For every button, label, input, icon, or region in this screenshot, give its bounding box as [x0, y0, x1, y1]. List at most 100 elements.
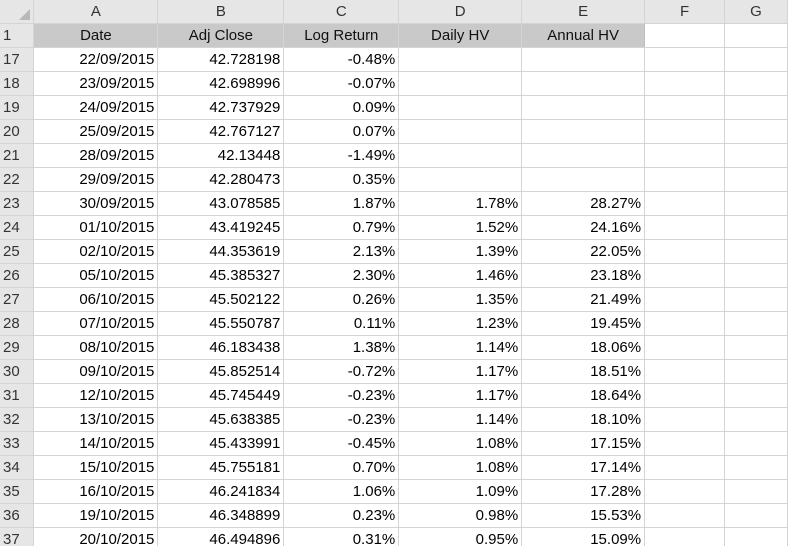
cell-date[interactable]: 13/10/2015: [33, 407, 159, 432]
cell-adj-close[interactable]: 42.737929: [157, 95, 285, 120]
cell-daily-hv[interactable]: 1.35%: [398, 287, 523, 312]
cell-f[interactable]: [644, 263, 725, 288]
cell-log-return[interactable]: 1.87%: [283, 191, 400, 216]
cell-g[interactable]: [724, 527, 788, 546]
cell-adj-close[interactable]: 43.078585: [157, 191, 285, 216]
cell-f[interactable]: [644, 239, 725, 264]
cell-f1[interactable]: [644, 23, 725, 48]
cell-g[interactable]: [724, 47, 788, 72]
cell-adj-close[interactable]: 45.745449: [157, 383, 285, 408]
cell-log-return[interactable]: -0.07%: [283, 71, 400, 96]
cell-date[interactable]: 24/09/2015: [33, 95, 159, 120]
cell-annual-hv[interactable]: 28.27%: [521, 191, 646, 216]
cell-date[interactable]: 05/10/2015: [33, 263, 159, 288]
cell-adj-close[interactable]: 46.241834: [157, 479, 285, 504]
cell-log-return[interactable]: 0.07%: [283, 119, 400, 144]
column-header-a[interactable]: A: [33, 0, 159, 24]
cell-adj-close[interactable]: 45.433991: [157, 431, 285, 456]
cell-date[interactable]: 08/10/2015: [33, 335, 159, 360]
row-header[interactable]: 18: [0, 71, 35, 96]
cell-annual-hv[interactable]: 22.05%: [521, 239, 646, 264]
row-header[interactable]: 24: [0, 215, 35, 240]
cell-annual-hv[interactable]: 24.16%: [521, 215, 646, 240]
cell-adj-close[interactable]: 45.638385: [157, 407, 285, 432]
cell-date[interactable]: 01/10/2015: [33, 215, 159, 240]
cell-date[interactable]: 16/10/2015: [33, 479, 159, 504]
cell-g[interactable]: [724, 71, 788, 96]
cell-log-return[interactable]: 2.30%: [283, 263, 400, 288]
cell-f[interactable]: [644, 311, 725, 336]
cell-annual-hv[interactable]: 21.49%: [521, 287, 646, 312]
cell-f[interactable]: [644, 95, 725, 120]
cell-f[interactable]: [644, 215, 725, 240]
column-header-b[interactable]: B: [157, 0, 285, 24]
cell-date[interactable]: 15/10/2015: [33, 455, 159, 480]
cell-annual-hv[interactable]: [521, 119, 646, 144]
cell-log-return[interactable]: 0.35%: [283, 167, 400, 192]
cell-daily-hv[interactable]: 1.46%: [398, 263, 523, 288]
column-header-e[interactable]: E: [521, 0, 646, 24]
cell-log-return[interactable]: -1.49%: [283, 143, 400, 168]
cell-g[interactable]: [724, 431, 788, 456]
cell-date[interactable]: 25/09/2015: [33, 119, 159, 144]
cell-g[interactable]: [724, 191, 788, 216]
row-header[interactable]: 27: [0, 287, 35, 312]
row-header[interactable]: 21: [0, 143, 35, 168]
row-header[interactable]: 23: [0, 191, 35, 216]
cell-adj-close[interactable]: 42.767127: [157, 119, 285, 144]
cell-f[interactable]: [644, 167, 725, 192]
cell-g[interactable]: [724, 359, 788, 384]
cell-daily-hv[interactable]: 0.95%: [398, 527, 523, 546]
cell-annual-hv[interactable]: [521, 95, 646, 120]
cell-f[interactable]: [644, 119, 725, 144]
cell-g[interactable]: [724, 143, 788, 168]
cell-adj-close[interactable]: 46.494896: [157, 527, 285, 546]
cell-daily-hv[interactable]: [398, 119, 523, 144]
cell-log-return[interactable]: 2.13%: [283, 239, 400, 264]
cell-daily-hv[interactable]: 1.08%: [398, 431, 523, 456]
cell-f[interactable]: [644, 383, 725, 408]
cell-log-return[interactable]: 0.31%: [283, 527, 400, 546]
cell-g[interactable]: [724, 383, 788, 408]
cell-daily-hv[interactable]: 1.39%: [398, 239, 523, 264]
cell-annual-hv[interactable]: [521, 47, 646, 72]
cell-annual-hv[interactable]: [521, 167, 646, 192]
cell-g[interactable]: [724, 311, 788, 336]
cell-daily-hv[interactable]: [398, 47, 523, 72]
cell-adj-close[interactable]: 43.419245: [157, 215, 285, 240]
cell-adj-close[interactable]: 45.385327: [157, 263, 285, 288]
cell-date[interactable]: 19/10/2015: [33, 503, 159, 528]
cell-log-return[interactable]: 0.26%: [283, 287, 400, 312]
cell-f[interactable]: [644, 47, 725, 72]
row-header[interactable]: 1: [0, 23, 35, 48]
cell-log-return[interactable]: -0.72%: [283, 359, 400, 384]
row-header[interactable]: 31: [0, 383, 35, 408]
cell-g[interactable]: [724, 455, 788, 480]
column-header-g[interactable]: G: [724, 0, 788, 24]
cell-f[interactable]: [644, 527, 725, 546]
cell-annual-hv[interactable]: 18.51%: [521, 359, 646, 384]
header-cell-adj-close[interactable]: Adj Close: [157, 23, 285, 48]
row-header[interactable]: 25: [0, 239, 35, 264]
row-header[interactable]: 19: [0, 95, 35, 120]
cell-annual-hv[interactable]: 19.45%: [521, 311, 646, 336]
cell-daily-hv[interactable]: 1.14%: [398, 407, 523, 432]
cell-log-return[interactable]: -0.23%: [283, 407, 400, 432]
cell-adj-close[interactable]: 45.852514: [157, 359, 285, 384]
cell-adj-close[interactable]: 46.183438: [157, 335, 285, 360]
cell-annual-hv[interactable]: 23.18%: [521, 263, 646, 288]
cell-f[interactable]: [644, 431, 725, 456]
row-header[interactable]: 20: [0, 119, 35, 144]
cell-annual-hv[interactable]: 15.09%: [521, 527, 646, 546]
cell-annual-hv[interactable]: 18.64%: [521, 383, 646, 408]
cell-log-return[interactable]: 0.79%: [283, 215, 400, 240]
cell-log-return[interactable]: 1.38%: [283, 335, 400, 360]
header-cell-annual-hv[interactable]: Annual HV: [521, 23, 646, 48]
cell-g[interactable]: [724, 407, 788, 432]
column-header-f[interactable]: F: [644, 0, 725, 24]
cell-adj-close[interactable]: 44.353619: [157, 239, 285, 264]
cell-g[interactable]: [724, 239, 788, 264]
cell-g[interactable]: [724, 263, 788, 288]
row-header[interactable]: 28: [0, 311, 35, 336]
row-header[interactable]: 33: [0, 431, 35, 456]
